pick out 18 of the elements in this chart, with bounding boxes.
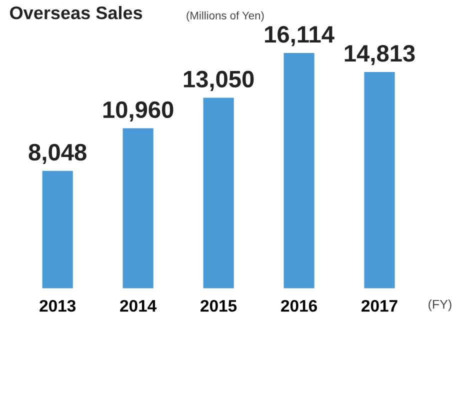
data-label: 8,048	[28, 144, 86, 164]
x-tick-label: 2017	[362, 300, 398, 312]
data-label: 10,960	[103, 101, 174, 122]
bar	[203, 98, 234, 288]
bar	[284, 52, 314, 288]
bar	[364, 72, 395, 288]
x-tick-label: 2013	[40, 300, 76, 312]
data-label: 13,050	[184, 70, 254, 91]
chart-subtitle: (Millions of Yen)	[186, 11, 264, 22]
data-label: 16,114	[265, 26, 334, 46]
x-tick-label: 2014	[120, 300, 157, 312]
x-tick-label: 2015	[200, 300, 237, 312]
x-tick-label: 2016	[281, 300, 317, 312]
x-axis-title: (FY)	[428, 300, 452, 312]
bar	[42, 170, 73, 288]
data-label: 14,813	[344, 45, 415, 66]
chart-title: Overseas Sales	[10, 6, 142, 20]
bar	[122, 128, 154, 288]
